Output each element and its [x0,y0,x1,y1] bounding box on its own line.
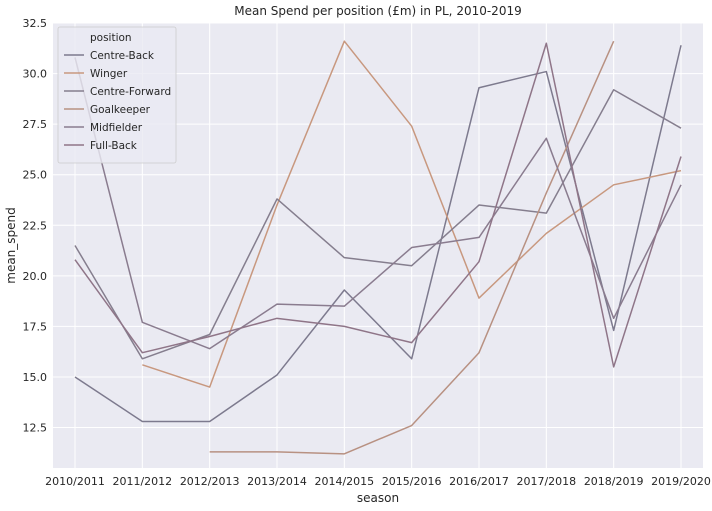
legend-label-winger: Winger [90,68,128,80]
x-tick-label: 2012/2013 [180,475,240,488]
legend-title: position [90,32,132,44]
x-tick-label: 2017/2018 [516,475,576,488]
x-axis-title: season [357,491,399,505]
chart-title: Mean Spend per position (£m) in PL, 2010… [234,4,521,18]
y-axis-title: mean_spend [4,207,18,284]
x-tick-label: 2019/2020 [651,475,711,488]
series-line-centre-forward [74,89,682,360]
legend-box [57,26,177,164]
tick-labels: 12.5 15.0 17.5 20.0 22.5 25.0 27.5 30.0 32.5 2010… [23,17,711,488]
legend-label-midfielder: Midfielder [90,122,143,134]
legend-label-full-back: Full-Back [90,140,138,152]
legend-label-goalkeeper: Goalkeeper [90,104,151,116]
series-line-goalkeeper [209,40,615,455]
x-tick-label: 2015/2016 [382,475,442,488]
y-tick-label: 22.5 [23,219,48,232]
series-lines [74,40,682,455]
series-line-centre-back [74,45,682,423]
legend-label-centre-back: Centre-Back [90,50,155,62]
y-tick-label: 32.5 [23,17,48,30]
gridlines [53,22,703,468]
legend-label-centre-forward: Centre-Forward [90,86,171,98]
x-tick-label: 2018/2019 [584,475,644,488]
x-tick-label: 2014/2015 [314,475,374,488]
legend: position Centre-Back Winger Centre-Forward… [57,26,177,164]
x-tick-label: 2016/2017 [449,475,509,488]
y-tick-label: 15.0 [23,371,48,384]
y-tick-label: 25.0 [23,169,48,182]
x-tick-label: 2011/2012 [112,475,172,488]
series-line-winger [142,40,682,388]
y-tick-label: 17.5 [23,320,48,333]
x-tick-label: 2010/2011 [45,475,105,488]
y-tick-label: 30.0 [23,68,48,81]
series-line-full-back [74,42,682,368]
series-line-midfielder [74,57,682,350]
x-tick-label: 2013/2014 [247,475,307,488]
y-tick-label: 20.0 [23,270,48,283]
y-tick-label: 12.5 [23,422,48,435]
y-tick-label: 27.5 [23,118,48,131]
